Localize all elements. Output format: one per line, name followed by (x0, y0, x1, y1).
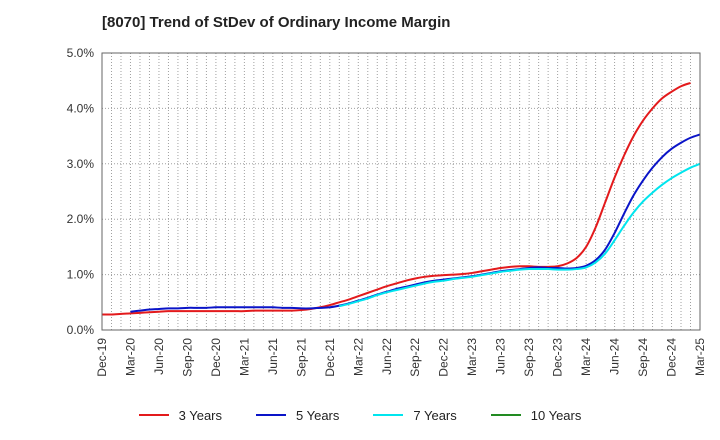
legend-label: 3 Years (178, 407, 222, 423)
series-line-5-years (130, 133, 701, 313)
x-tick-label: Mar-24 (579, 338, 593, 376)
x-tick-label: Dec-23 (551, 338, 565, 377)
legend-item-7-years: 7 Years (373, 407, 457, 423)
series-line-7-years (339, 162, 701, 308)
plot-border (101, 52, 701, 331)
x-tick-label: Dec-22 (437, 338, 451, 377)
grid-layer (102, 53, 700, 330)
y-tick-label: 4.0% (67, 101, 95, 115)
legend-label: 7 Years (413, 407, 457, 423)
y-tick-label: 0.0% (67, 323, 95, 337)
x-tick-label: Sep-21 (294, 338, 308, 377)
plot-area (102, 53, 700, 330)
x-tick-label: Jun-21 (266, 338, 280, 375)
x-tick-label: Sep-23 (522, 338, 536, 377)
series-line-3-years (101, 81, 691, 316)
x-tick-label: Sep-24 (636, 338, 650, 377)
x-tick-label: Dec-24 (665, 338, 679, 377)
x-tick-label: Mar-22 (351, 338, 365, 376)
legend-label: 5 Years (296, 407, 340, 423)
x-tick-label: Dec-20 (209, 338, 223, 377)
legend-label: 10 Years (530, 407, 582, 423)
legend-item-5-years: 5 Years (256, 408, 339, 423)
x-tick-label: Dec-21 (323, 338, 337, 377)
legend-swatch (256, 414, 286, 416)
y-tick-label: 1.0% (67, 268, 95, 282)
x-tick-label: Jun-20 (152, 338, 166, 375)
legend: 3 Years 5 Years 7 Years 10 Years (0, 404, 720, 426)
legend-swatch (490, 414, 521, 416)
y-tick-label: 3.0% (67, 157, 95, 171)
x-tick-label: Mar-23 (465, 338, 479, 376)
axis-layer: 0.0% 1.0% 2.0% 3.0% 4.0% 5.0% Dec-19 Mar-20 Jun-… (67, 46, 707, 377)
series-layer (101, 81, 701, 316)
legend-swatch (373, 414, 404, 416)
legend-item-3-years: 3 Years (138, 407, 222, 423)
x-tick-label: Jun-23 (494, 338, 508, 375)
x-tick-label: Sep-20 (180, 338, 194, 377)
x-tick-label: Mar-25 (693, 338, 707, 376)
y-tick-label: 2.0% (67, 212, 95, 226)
x-tick-label: Mar-21 (237, 338, 251, 376)
x-tick-label: Mar-20 (123, 338, 137, 376)
legend-swatch (138, 414, 169, 416)
chart-title: [8070] Trend of StDev of Ordinary Income… (102, 14, 451, 31)
x-tick-label: Dec-19 (95, 338, 109, 377)
x-tick-label: Sep-22 (408, 338, 422, 377)
x-tick-label: Jun-22 (380, 338, 394, 375)
legend-item-10-years: 10 Years (490, 407, 582, 423)
line-chart: 0.0% 1.0% 2.0% 3.0% 4.0% 5.0% Dec-19 Mar-20 Jun-… (67, 46, 707, 377)
y-tick-label: 5.0% (67, 46, 95, 60)
x-tick-label: Jun-24 (608, 338, 622, 375)
